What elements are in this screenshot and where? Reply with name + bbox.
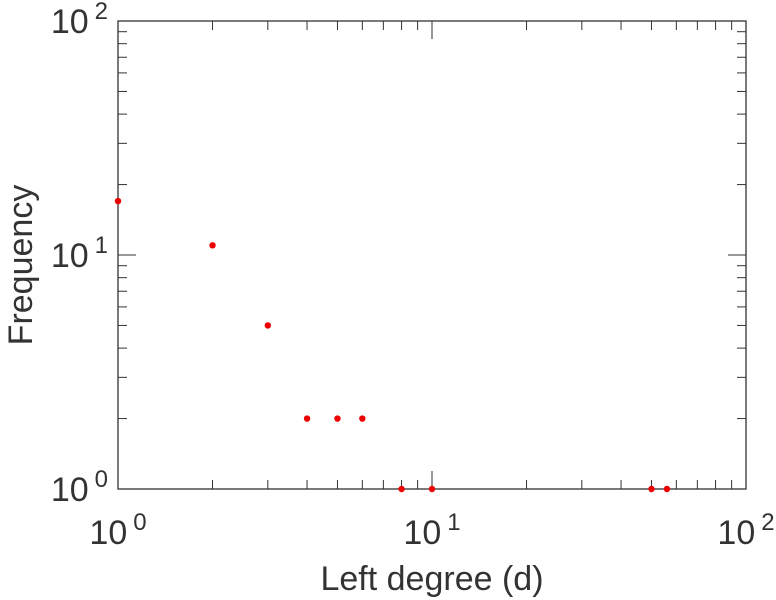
y-axis-label: Frequency <box>2 185 40 346</box>
x-tick-label: 10 1 <box>403 509 460 552</box>
x-tick-label: 10 0 <box>89 509 146 552</box>
y-tick-label: 10 1 <box>51 232 108 275</box>
data-points <box>114 197 671 493</box>
data-point <box>428 485 436 493</box>
axis-ticks <box>117 20 747 490</box>
data-point <box>114 197 122 205</box>
data-point <box>648 485 655 493</box>
data-point <box>334 415 341 422</box>
data-point <box>359 415 366 422</box>
data-point <box>663 485 671 493</box>
data-point <box>209 242 216 249</box>
data-point <box>264 322 272 329</box>
x-axis-label: Left degree (d) <box>320 560 543 598</box>
data-point <box>398 485 405 493</box>
tick-labels: 10 0 10 1 10 2 10 0 10 1 10 2 <box>51 0 775 552</box>
data-point <box>303 415 311 422</box>
y-tick-label: 10 2 <box>51 0 108 41</box>
plot-frame <box>117 20 747 490</box>
x-tick-label: 10 2 <box>717 509 774 552</box>
y-tick-label: 10 0 <box>51 466 108 509</box>
